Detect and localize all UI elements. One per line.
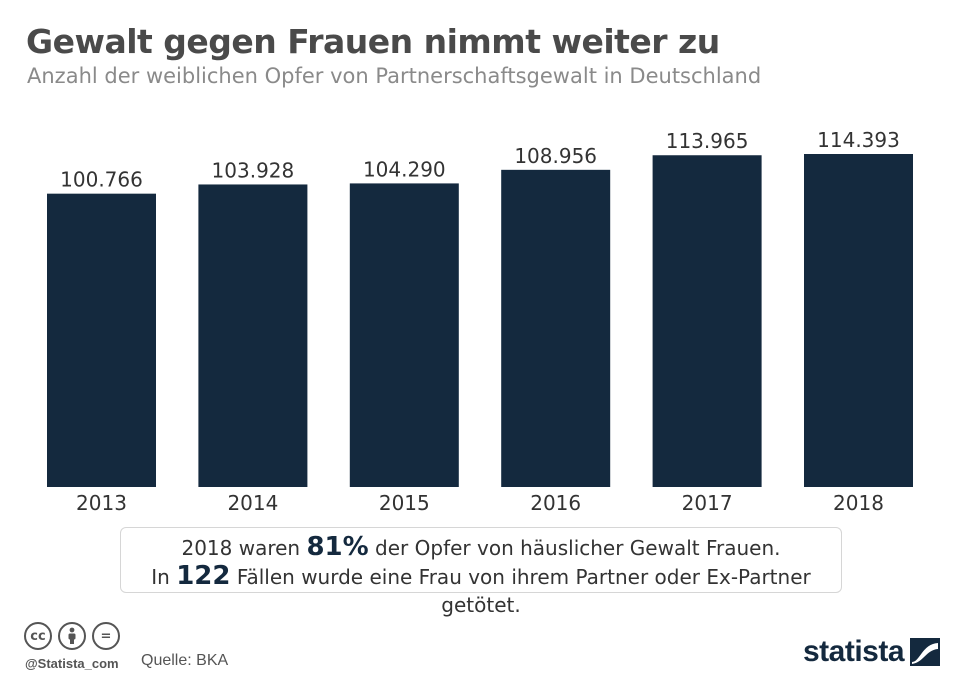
info-line-1: 2018 waren 81% der Opfer von häuslicher …: [121, 533, 841, 562]
info-line-2: In 122 Fällen wurde eine Frau von ihrem …: [121, 562, 841, 619]
chart-title: Gewalt gegen Frauen nimmt weiter zu: [26, 22, 720, 61]
chart-subtitle: Anzahl der weiblichen Opfer von Partners…: [27, 64, 762, 88]
x-tick-label-2017: 2017: [682, 491, 733, 515]
value-label-2018: 114.393: [817, 128, 900, 152]
x-tick-label-2014: 2014: [227, 491, 278, 515]
bar-2017: [652, 155, 762, 487]
value-label-2016: 108.956: [514, 144, 597, 168]
highlight-count: 122: [176, 561, 231, 591]
info-box: 2018 waren 81% der Opfer von häuslicher …: [120, 527, 842, 617]
statista-logo[interactable]: statista: [803, 635, 941, 669]
value-label-2013: 100.766: [60, 168, 143, 192]
info-text: der Opfer von häuslicher Gewalt Frauen.: [368, 536, 781, 560]
bar-2016: [501, 169, 611, 487]
highlight-percent: 81%: [306, 532, 369, 562]
statista-mark-icon: [910, 638, 941, 666]
x-tick-label-2013: 2013: [76, 491, 127, 515]
license-icons: cc =: [24, 622, 120, 650]
value-label-2015: 104.290: [363, 157, 446, 181]
x-tick-label-2016: 2016: [530, 491, 581, 515]
bar-2018: [804, 154, 913, 487]
bar-2013: [47, 193, 156, 487]
x-tick-label-2018: 2018: [833, 491, 884, 515]
statista-handle[interactable]: @Statista_com: [25, 656, 119, 671]
x-tick-label-2015: 2015: [379, 491, 430, 515]
cc-icon[interactable]: cc: [24, 622, 52, 650]
info-text: Fällen wurde eine Frau von ihrem Partner…: [230, 565, 811, 617]
bar-2015: [349, 183, 459, 487]
person-icon: [68, 627, 76, 644]
bar-chart: 100.766 2013 103.928 2014 104.290 2015 108.956…: [47, 128, 913, 515]
source-text: Quelle: BKA: [141, 652, 229, 669]
attribution-icon[interactable]: [58, 622, 86, 650]
value-label-2014: 103.928: [212, 158, 295, 182]
bar-2014: [198, 184, 308, 487]
brand-wordmark: statista: [803, 635, 905, 668]
info-text: In: [151, 565, 177, 589]
no-derivatives-icon[interactable]: =: [92, 622, 120, 650]
info-text: 2018 waren: [181, 536, 307, 560]
value-label-2017: 113.965: [666, 129, 749, 153]
